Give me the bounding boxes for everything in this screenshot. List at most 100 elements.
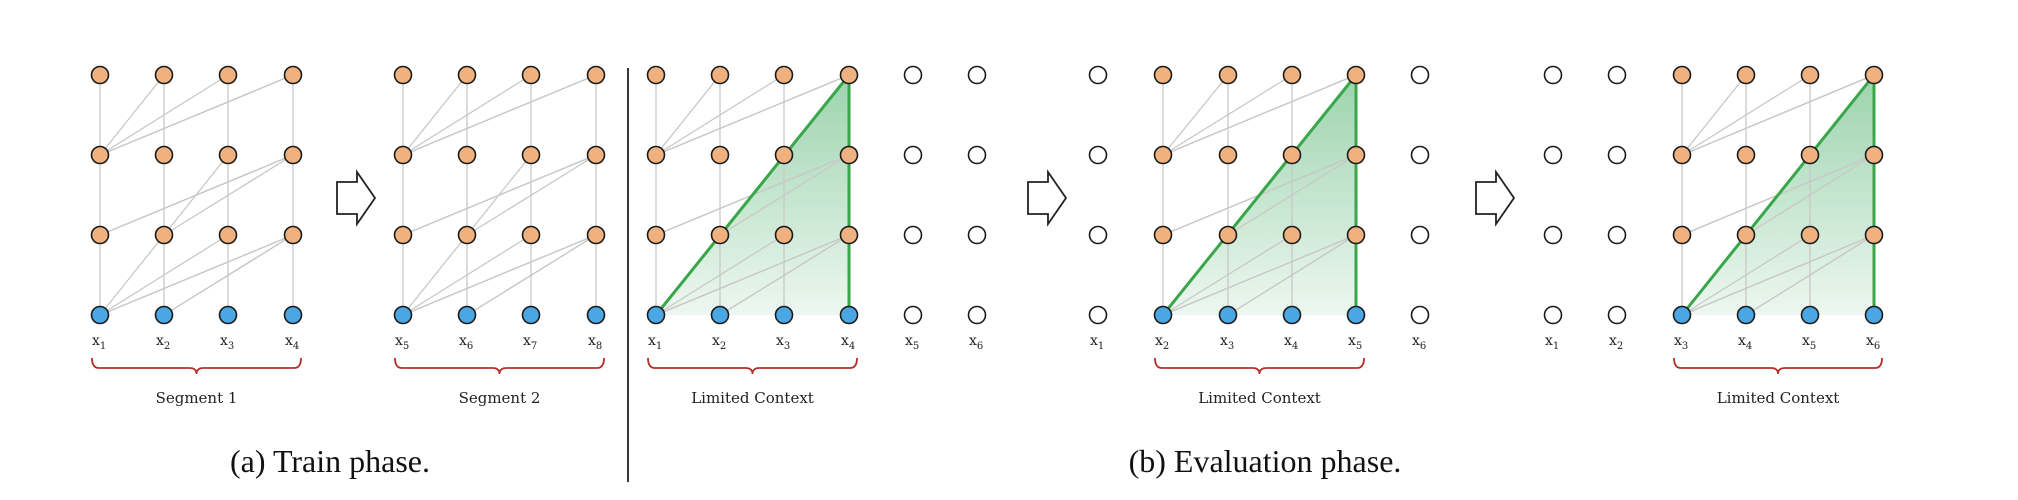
- segment-brace: [647, 357, 858, 375]
- right-arrow-icon: [336, 169, 377, 227]
- hidden-state-node: [154, 65, 174, 85]
- out-of-context-node: [1607, 225, 1627, 245]
- hidden-state-node: [1282, 145, 1302, 165]
- token-label: x6: [459, 333, 473, 352]
- attention-edge: [402, 234, 468, 316]
- right-arrow-icon: [1475, 169, 1516, 227]
- input-token-node: [90, 305, 110, 325]
- hidden-state-node: [774, 65, 794, 85]
- attention-edge: [99, 74, 294, 156]
- hidden-state-node: [393, 225, 413, 245]
- hidden-state-node: [586, 225, 606, 245]
- hidden-state-node: [1864, 145, 1884, 165]
- hidden-state-node: [1800, 145, 1820, 165]
- token-label: x5: [395, 333, 409, 352]
- hidden-state-node: [393, 65, 413, 85]
- token-label: x6: [1412, 333, 1426, 352]
- attention-edge: [1227, 234, 1357, 316]
- input-token-node: [839, 305, 859, 325]
- out-of-context-node: [903, 225, 923, 245]
- token-label: x1: [1545, 333, 1559, 352]
- hidden-state-node: [1346, 225, 1366, 245]
- attention-edge: [655, 74, 785, 156]
- out-of-context-node: [1543, 145, 1563, 165]
- attention-edge: [655, 74, 850, 156]
- token-label: x2: [712, 333, 726, 352]
- hidden-state-node: [283, 65, 303, 85]
- out-of-context-node: [1088, 145, 1108, 165]
- input-token-node: [1736, 305, 1756, 325]
- hidden-state-node: [457, 225, 477, 245]
- attention-edge: [402, 74, 532, 156]
- out-of-context-node: [1607, 305, 1627, 325]
- input-token-node: [218, 305, 238, 325]
- token-label: x2: [1155, 333, 1169, 352]
- hidden-state-node: [521, 65, 541, 85]
- token-label: x3: [1220, 333, 1234, 352]
- hidden-state-node: [218, 225, 238, 245]
- input-token-node: [1864, 305, 1884, 325]
- token-label: x2: [1609, 333, 1623, 352]
- segment-brace: [1673, 357, 1883, 375]
- attention-edge: [402, 74, 597, 156]
- hidden-state-node: [521, 145, 541, 165]
- hidden-state-node: [90, 225, 110, 245]
- input-token-node: [457, 305, 477, 325]
- token-label: x5: [1348, 333, 1362, 352]
- segment-brace: [394, 357, 605, 375]
- hidden-state-node: [457, 65, 477, 85]
- hidden-state-node: [1153, 65, 1173, 85]
- input-token-node: [283, 305, 303, 325]
- attention-edge: [99, 154, 294, 236]
- caption-evaluation-phase: (b) Evaluation phase.: [1129, 443, 1402, 479]
- attention-edge: [99, 74, 165, 156]
- out-of-context-node: [903, 305, 923, 325]
- input-token-node: [1282, 305, 1302, 325]
- hidden-state-node: [710, 65, 730, 85]
- hidden-state-node: [1153, 225, 1173, 245]
- hidden-state-node: [710, 145, 730, 165]
- attention-edge: [655, 234, 850, 316]
- attention-edge: [655, 234, 785, 316]
- hidden-state-node: [457, 145, 477, 165]
- input-token-node: [393, 305, 413, 325]
- input-token-node: [1672, 305, 1692, 325]
- input-token-node: [710, 305, 730, 325]
- hidden-state-node: [774, 225, 794, 245]
- input-token-node: [521, 305, 541, 325]
- token-label: x8: [588, 333, 602, 352]
- hidden-state-node: [154, 225, 174, 245]
- hidden-state-node: [1153, 145, 1173, 165]
- attention-edge: [402, 154, 597, 236]
- token-label: x3: [1674, 333, 1688, 352]
- hidden-state-node: [1864, 225, 1884, 245]
- out-of-context-node: [1410, 305, 1430, 325]
- attention-edge: [655, 74, 721, 156]
- limited-context-label: Limited Context: [691, 389, 814, 407]
- attention-edge: [99, 234, 294, 316]
- hidden-state-node: [218, 65, 238, 85]
- attention-edge: [719, 154, 850, 236]
- hidden-state-node: [1736, 145, 1756, 165]
- out-of-context-node: [1088, 65, 1108, 85]
- attention-edge: [99, 234, 165, 316]
- attention-edge: [719, 234, 850, 316]
- attention-edge: [99, 234, 229, 316]
- attention-edge: [1681, 234, 1811, 316]
- hidden-state-node: [393, 145, 413, 165]
- token-label: x2: [156, 333, 170, 352]
- hidden-state-node: [586, 145, 606, 165]
- token-label: x4: [1738, 333, 1752, 352]
- hidden-state-node: [1864, 65, 1884, 85]
- out-of-context-node: [967, 225, 987, 245]
- attention-edge: [1681, 74, 1875, 156]
- hidden-state-node: [1282, 65, 1302, 85]
- out-of-context-node: [1543, 225, 1563, 245]
- input-token-node: [1153, 305, 1173, 325]
- hidden-state-node: [1736, 65, 1756, 85]
- hidden-state-node: [1218, 65, 1238, 85]
- hidden-state-node: [839, 145, 859, 165]
- token-label: x1: [1090, 333, 1104, 352]
- input-token-node: [1346, 305, 1366, 325]
